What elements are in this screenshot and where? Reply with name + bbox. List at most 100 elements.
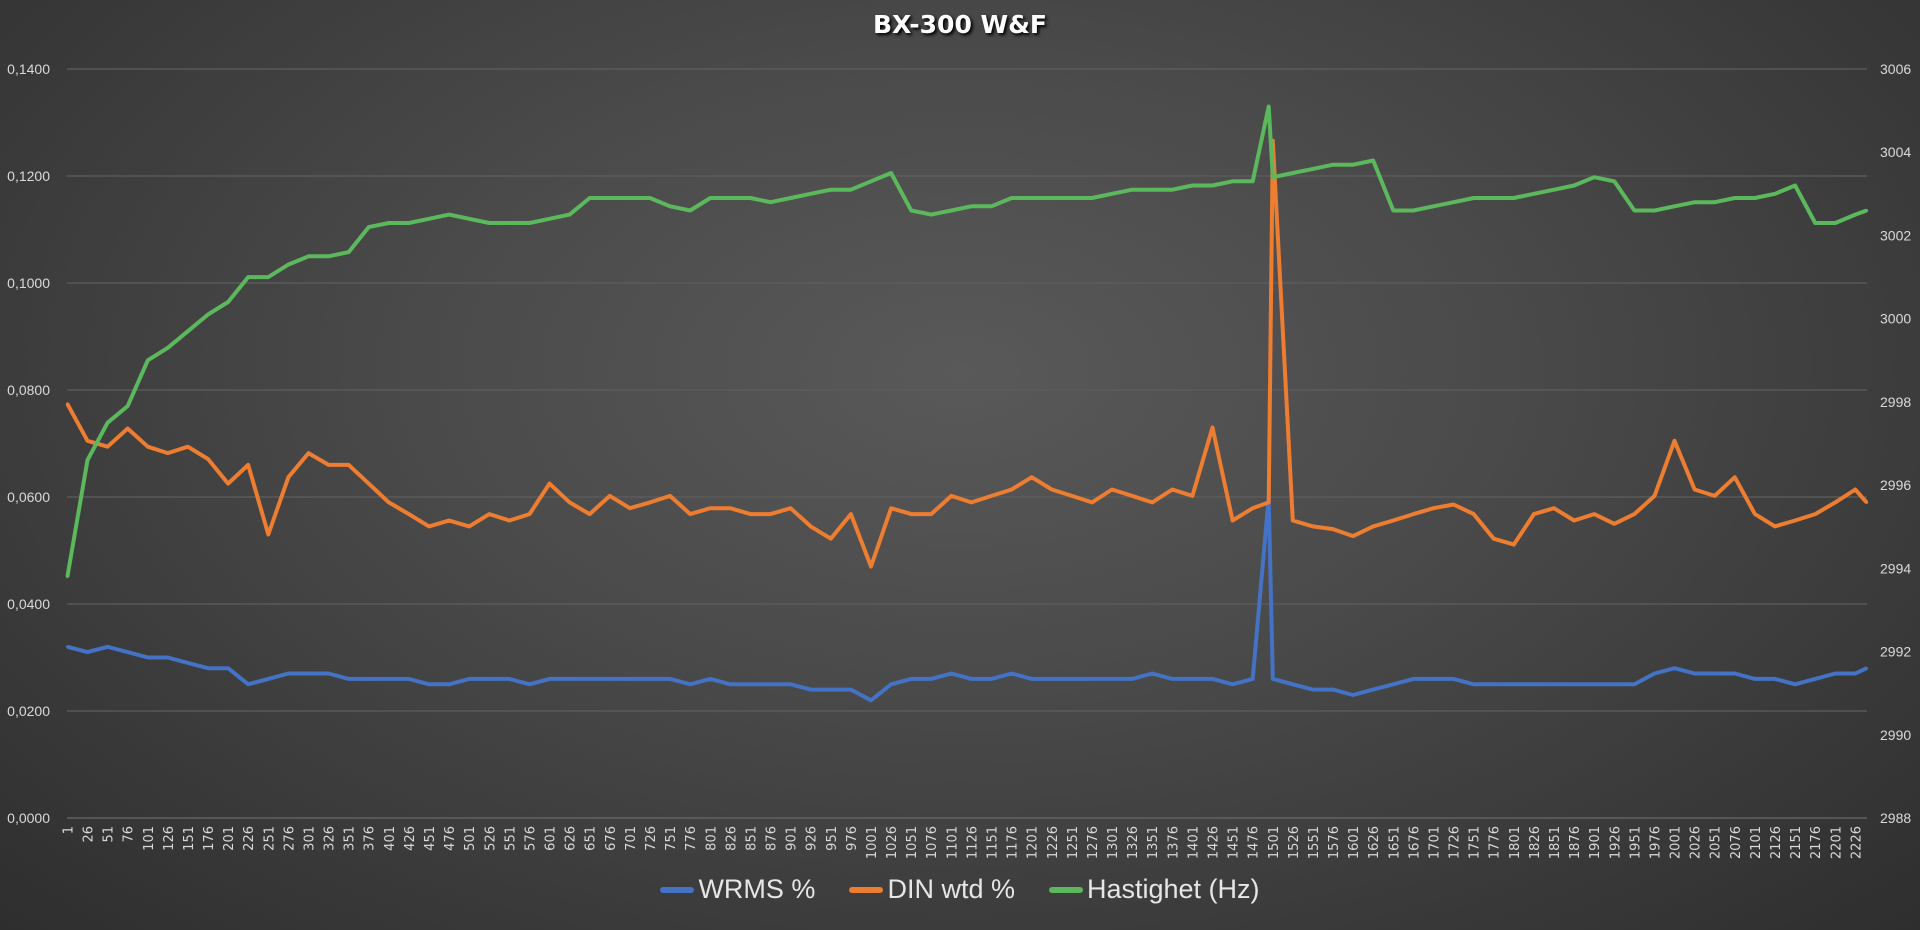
y-left-tick-label: 0,0800 (7, 382, 50, 398)
data-point (1813, 677, 1817, 681)
data-point (1331, 163, 1335, 167)
data-point (407, 677, 411, 681)
data-point (1793, 682, 1797, 686)
data-point (748, 682, 752, 686)
data-point (1733, 475, 1737, 479)
y-right-tick-label: 3000 (1880, 311, 1911, 327)
data-point (809, 524, 813, 528)
data-point (186, 445, 190, 449)
data-point (347, 677, 351, 681)
x-tick-label: 351 (343, 826, 358, 851)
data-point (1371, 688, 1375, 692)
data-point (146, 358, 150, 362)
data-point (849, 188, 853, 192)
data-point (467, 677, 471, 681)
data-point (1371, 159, 1375, 163)
data-point (1833, 500, 1837, 504)
data-point (1512, 682, 1516, 686)
x-tick-label: 1126 (965, 826, 980, 859)
data-point (1251, 506, 1255, 510)
data-point (969, 677, 973, 681)
data-point (427, 217, 431, 221)
data-point (1411, 512, 1415, 516)
y-left-tick-label: 0,0600 (7, 489, 50, 505)
data-point (65, 575, 69, 579)
data-point (1853, 488, 1857, 492)
data-point (1773, 677, 1777, 681)
data-point (708, 506, 712, 510)
data-point (1391, 682, 1395, 686)
data-point (1271, 677, 1275, 681)
data-point (1592, 175, 1596, 179)
x-tick-label: 1951 (1628, 826, 1643, 859)
data-point (1070, 196, 1074, 200)
data-point (1753, 196, 1757, 200)
data-point (1391, 519, 1395, 523)
x-tick-label: 476 (443, 826, 458, 851)
data-point (748, 196, 752, 200)
data-point (929, 512, 933, 516)
data-point (1713, 672, 1717, 676)
data-point (1693, 488, 1697, 492)
x-tick-label: 2101 (1749, 826, 1764, 859)
data-point (1552, 682, 1556, 686)
data-point (447, 519, 451, 523)
data-point (1431, 506, 1435, 510)
data-point (1813, 512, 1817, 516)
data-point (748, 512, 752, 516)
data-point (1512, 196, 1516, 200)
data-point (1267, 104, 1271, 108)
x-tick-label: 926 (805, 826, 820, 851)
x-tick-label: 826 (724, 826, 739, 851)
x-tick-label: 1176 (1006, 826, 1021, 859)
data-point (1452, 200, 1456, 204)
data-point (146, 445, 150, 449)
data-point (1532, 192, 1536, 196)
data-point (1010, 488, 1014, 492)
y-right-tick-label: 3002 (1880, 227, 1911, 243)
x-tick-label: 976 (845, 826, 860, 851)
data-point (668, 204, 672, 208)
data-point (608, 494, 612, 498)
data-point (427, 524, 431, 528)
data-point (1632, 208, 1636, 212)
data-point (1673, 439, 1677, 443)
data-point (969, 500, 973, 504)
data-point (909, 208, 913, 212)
data-point (1030, 677, 1034, 681)
data-point (106, 645, 110, 649)
data-point (728, 682, 732, 686)
data-point (990, 494, 994, 498)
data-point (1713, 200, 1717, 204)
data-point (1090, 677, 1094, 681)
data-point (548, 217, 552, 221)
data-point (949, 672, 953, 676)
data-point (1351, 534, 1355, 538)
x-tick-label: 451 (423, 826, 438, 851)
data-point (1552, 506, 1556, 510)
data-point (1070, 677, 1074, 681)
data-point (447, 213, 451, 217)
data-point (85, 458, 89, 462)
data-point (1833, 221, 1837, 225)
y-right-tick-label: 2998 (1880, 394, 1911, 410)
data-point (1070, 494, 1074, 498)
x-tick-label: 626 (564, 826, 579, 851)
x-tick-label: 526 (483, 826, 498, 851)
data-point (1190, 494, 1194, 498)
x-tick-label: 1426 (1206, 826, 1221, 859)
x-tick-label: 1026 (885, 826, 900, 859)
y-right-tick-label: 2992 (1880, 644, 1911, 660)
x-tick-label: 501 (463, 826, 478, 851)
data-point (608, 677, 612, 681)
data-point (306, 451, 310, 455)
data-point (648, 500, 652, 504)
legend-swatch-hastighet (1048, 886, 1083, 893)
legend-item-din: DIN wtd % (849, 874, 1015, 905)
data-point (688, 512, 692, 516)
data-point (1130, 188, 1134, 192)
x-tick-label: 2026 (1689, 826, 1704, 859)
data-point (387, 221, 391, 225)
x-tick-label: 1101 (945, 826, 960, 859)
data-point (869, 179, 873, 183)
